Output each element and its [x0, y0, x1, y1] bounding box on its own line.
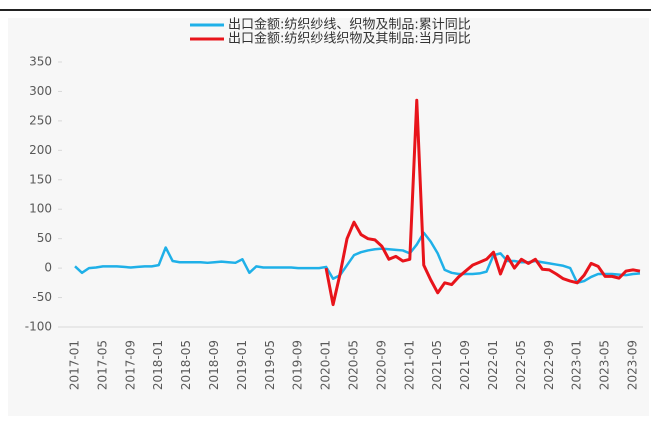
x-tick-label: 2017-05: [95, 340, 109, 390]
x-tick-label: 2019-09: [291, 340, 305, 390]
x-tick-label: 2022-01: [486, 340, 500, 390]
y-tick-label: 200: [29, 143, 52, 157]
y-tick-label: 150: [29, 172, 52, 186]
x-tick-label: 2023-09: [626, 340, 640, 390]
y-tick-label: 100: [29, 202, 52, 216]
x-tick-label: 2022-09: [542, 340, 556, 390]
x-tick-label: 2019-05: [263, 340, 277, 390]
x-tick-label: 2017-01: [68, 340, 82, 390]
legend-label: 出口金额:纺织纱线织物及其制品:当月同比: [228, 31, 471, 47]
x-tick-label: 2022-05: [514, 340, 528, 390]
y-tick-label: 250: [29, 113, 52, 127]
x-tick-label: 2020-09: [374, 340, 388, 390]
x-tick-label: 2023-05: [598, 340, 612, 390]
y-tick-label: 350: [29, 55, 52, 69]
series-line: [324, 98, 641, 307]
x-tick-label: 2021-05: [430, 340, 444, 390]
y-tick-label: 50: [37, 231, 52, 245]
x-tick-label: 2018-09: [207, 340, 221, 390]
y-tick-label: 0: [44, 261, 52, 275]
series-line: [74, 231, 641, 285]
y-tick-label: 300: [29, 84, 52, 98]
y-tick-label: -50: [32, 290, 52, 304]
x-tick-label: 2018-05: [179, 340, 193, 390]
x-tick-label: 2021-09: [458, 340, 472, 390]
y-tick-label: -100: [25, 320, 52, 334]
x-tick-label: 2020-05: [347, 340, 361, 390]
x-tick-label: 2021-01: [402, 340, 416, 390]
plot-panel: [8, 18, 649, 416]
x-tick-label: 2019-01: [235, 340, 249, 390]
legend-label: 出口金额:纺织纱线、织物及制品:累计同比: [228, 17, 471, 33]
x-tick-label: 2020-01: [319, 340, 333, 390]
x-tick-label: 2017-09: [123, 340, 137, 390]
x-tick-label: 2018-01: [151, 340, 165, 390]
x-tick-label: 2023-01: [570, 340, 584, 390]
